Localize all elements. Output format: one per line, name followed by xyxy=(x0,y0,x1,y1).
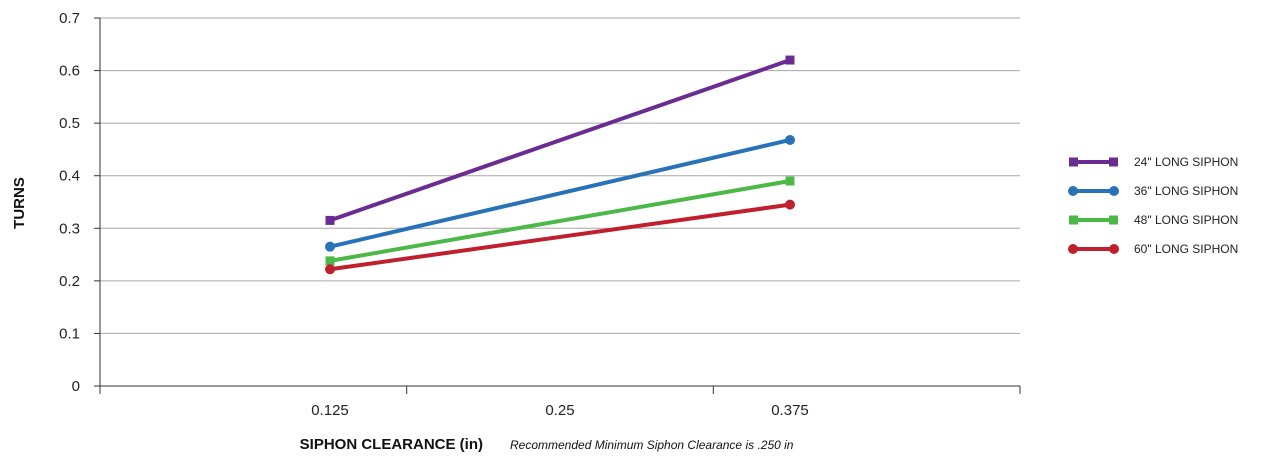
legend-marker xyxy=(1109,186,1119,196)
data-point xyxy=(325,241,335,252)
legend-marker xyxy=(1109,244,1119,254)
y-tick-label: 0.2 xyxy=(59,273,80,290)
legend-marker xyxy=(1069,157,1078,167)
legend-label: 24" LONG SIPHON xyxy=(1134,155,1238,169)
data-point xyxy=(785,176,795,186)
x-tick-labels: 0.125 0.25 0.375 xyxy=(311,402,809,419)
y-tick-label: 0.1 xyxy=(59,325,80,342)
legend-marker xyxy=(1109,157,1118,167)
legend-marker xyxy=(1069,215,1078,225)
legend: 24" LONG SIPHON 36" LONG SIPHON 48" LONG S… xyxy=(1068,155,1238,256)
recommendation-note: Recommended Minimum Siphon Clearance is … xyxy=(510,438,794,452)
y-tick-label: 0.5 xyxy=(59,115,80,132)
legend-label: 36" LONG SIPHON xyxy=(1134,184,1238,198)
y-tick-label: 0.4 xyxy=(59,168,80,185)
series-line xyxy=(329,138,791,249)
x-tick-label: 0.25 xyxy=(545,402,574,419)
y-tick-label: 0.7 xyxy=(59,10,80,27)
y-tick-label: 0 xyxy=(72,378,80,395)
series-line xyxy=(329,58,791,223)
series-lines xyxy=(325,55,795,275)
legend-marker xyxy=(1068,244,1078,254)
series-line xyxy=(329,179,791,263)
legend-label: 60" LONG SIPHON xyxy=(1134,242,1238,256)
legend-marker xyxy=(1109,215,1118,225)
y-tick-label: 0.3 xyxy=(59,220,80,237)
legend-label: 48" LONG SIPHON xyxy=(1134,213,1238,227)
x-tick-label: 0.125 xyxy=(311,402,349,419)
gridlines xyxy=(100,17,1020,334)
y-tick-labels: 0 0.1 0.2 0.3 0.4 0.5 0.6 0.7 xyxy=(59,10,80,395)
data-point xyxy=(785,199,795,210)
data-point xyxy=(325,264,335,275)
data-point xyxy=(325,215,335,225)
x-tick-label: 0.375 xyxy=(771,402,809,419)
y-axis-title: TURNS xyxy=(11,177,28,229)
x-axis-title: SIPHON CLEARANCE (in) xyxy=(300,436,483,453)
legend-marker xyxy=(1068,186,1078,196)
series-line xyxy=(329,202,791,272)
data-point xyxy=(785,134,795,145)
axes xyxy=(94,17,1021,394)
data-point xyxy=(325,256,335,266)
y-tick-label: 0.6 xyxy=(59,63,80,80)
data-point xyxy=(785,55,795,65)
